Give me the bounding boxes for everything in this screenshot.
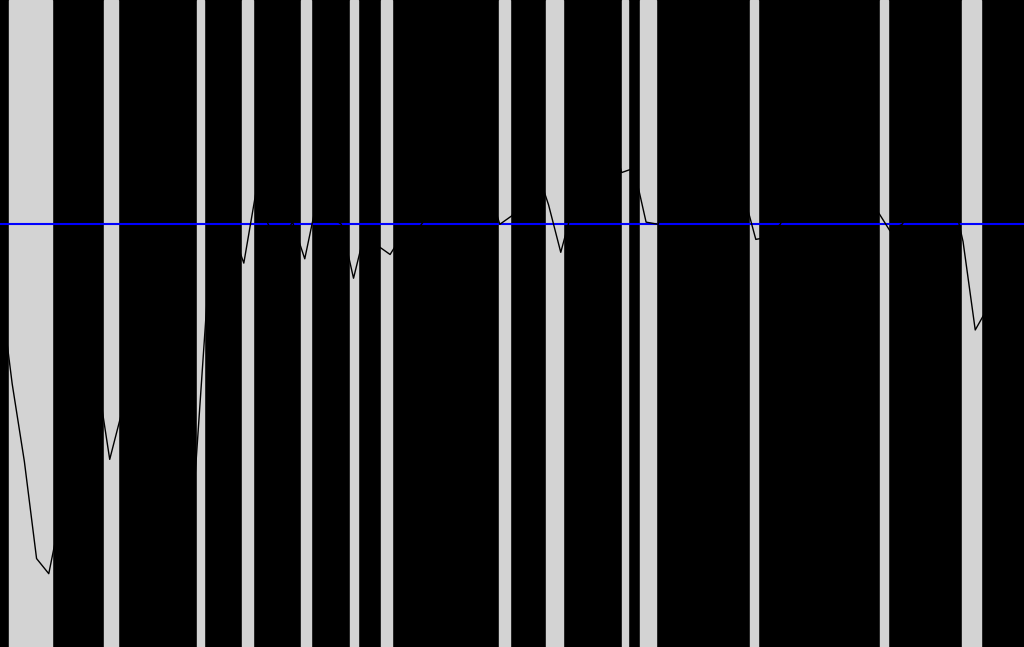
Bar: [301, 0, 311, 647]
Bar: [381, 0, 392, 647]
Bar: [198, 0, 204, 647]
Bar: [963, 0, 981, 647]
Bar: [499, 0, 510, 647]
Bar: [9, 0, 52, 647]
Bar: [622, 0, 628, 647]
Bar: [103, 0, 118, 647]
Bar: [349, 0, 357, 647]
Bar: [547, 0, 563, 647]
Bar: [640, 0, 656, 647]
Bar: [880, 0, 888, 647]
Bar: [750, 0, 758, 647]
Bar: [242, 0, 253, 647]
